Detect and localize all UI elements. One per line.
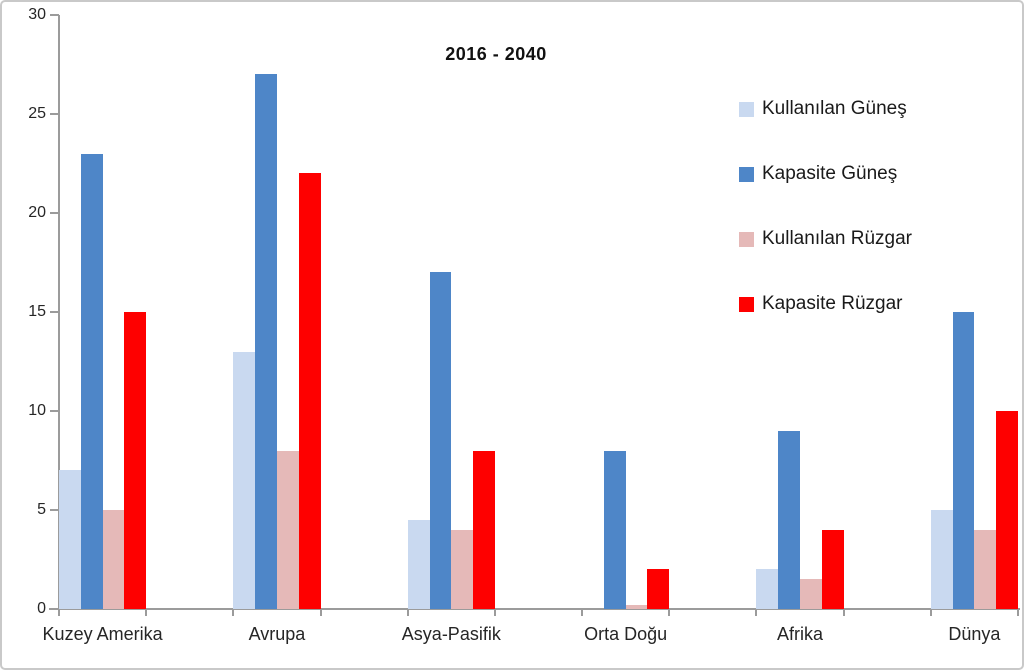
bar xyxy=(80,153,103,609)
bar xyxy=(59,470,81,609)
legend-swatch-kapasite-gunes xyxy=(739,166,754,182)
x-category-label: Afrika xyxy=(777,624,824,644)
x-category-label: Dünya xyxy=(948,624,1001,644)
y-tick-label: 30 xyxy=(28,6,46,23)
x-tick-mark xyxy=(493,609,496,616)
bar xyxy=(756,569,779,609)
bar xyxy=(233,351,256,609)
y-axis-line xyxy=(58,15,60,609)
bar xyxy=(930,510,953,609)
x-tick-mark xyxy=(145,609,148,616)
x-tick-mark xyxy=(232,609,235,616)
legend-label: Kullanılan Rüzgar xyxy=(762,228,912,249)
y-tick-label: 5 xyxy=(37,501,46,518)
bar xyxy=(102,510,125,609)
legend-label: Kapasite Güneş xyxy=(762,163,898,184)
bar xyxy=(778,430,801,609)
bar xyxy=(298,173,321,609)
x-tick-mark xyxy=(668,609,671,616)
bar xyxy=(996,411,1018,609)
bar xyxy=(603,450,626,609)
x-category-label: Avrupa xyxy=(248,624,306,644)
y-tick-label: 15 xyxy=(28,303,46,320)
x-tick-mark xyxy=(581,609,584,616)
y-tick-mark xyxy=(50,311,59,313)
bar xyxy=(276,450,299,609)
legend-label: Kapasite Rüzgar xyxy=(762,293,903,314)
y-tick-mark xyxy=(50,509,59,511)
y-tick-mark xyxy=(50,608,59,610)
x-tick-mark xyxy=(319,609,322,616)
bar xyxy=(407,519,430,609)
legend-swatch-kullanilan-gunes xyxy=(739,101,754,117)
y-tick-mark xyxy=(50,212,59,214)
legend-item: Kapasite Güneş xyxy=(739,163,912,185)
y-tick-label: 25 xyxy=(28,105,46,122)
x-category-label: Asya-Pasifik xyxy=(401,624,501,644)
legend: Kullanılan Güneş Kapasite Güneş Kullanıl… xyxy=(739,98,912,315)
legend-label: Kullanılan Güneş xyxy=(762,98,907,119)
x-tick-mark xyxy=(406,609,409,616)
bar xyxy=(451,529,474,609)
bar xyxy=(473,450,495,609)
bar xyxy=(952,312,975,609)
x-tick-mark xyxy=(842,609,845,616)
bar xyxy=(647,569,670,609)
legend-item: Kullanılan Rüzgar xyxy=(739,228,912,250)
x-tick-mark xyxy=(58,609,60,616)
y-tick-label: 10 xyxy=(28,402,46,419)
chart-title: 2016 - 2040 xyxy=(445,44,547,64)
bar xyxy=(974,529,997,609)
bar xyxy=(429,272,452,609)
y-tick-label: 20 xyxy=(28,204,46,221)
bar xyxy=(800,579,822,609)
x-tick-mark xyxy=(1017,609,1019,616)
x-tick-mark xyxy=(755,609,758,616)
bar xyxy=(255,74,277,609)
legend-swatch-kapasite-ruzgar xyxy=(739,296,754,312)
y-tick-mark xyxy=(50,14,59,16)
bar xyxy=(124,312,147,609)
y-tick-mark xyxy=(50,410,59,412)
x-category-label: Orta Doğu xyxy=(584,624,668,644)
legend-item: Kapasite Rüzgar xyxy=(739,293,912,315)
bar xyxy=(625,605,648,609)
x-axis-line xyxy=(49,608,1020,610)
y-tick-mark xyxy=(50,113,59,115)
x-category-label: Kuzey Amerika xyxy=(42,624,163,644)
legend-swatch-kullanilan-ruzgar xyxy=(739,231,754,247)
bar xyxy=(821,529,844,609)
y-tick-label: 0 xyxy=(37,600,46,617)
legend-item: Kullanılan Güneş xyxy=(739,98,912,120)
x-tick-mark xyxy=(929,609,932,616)
